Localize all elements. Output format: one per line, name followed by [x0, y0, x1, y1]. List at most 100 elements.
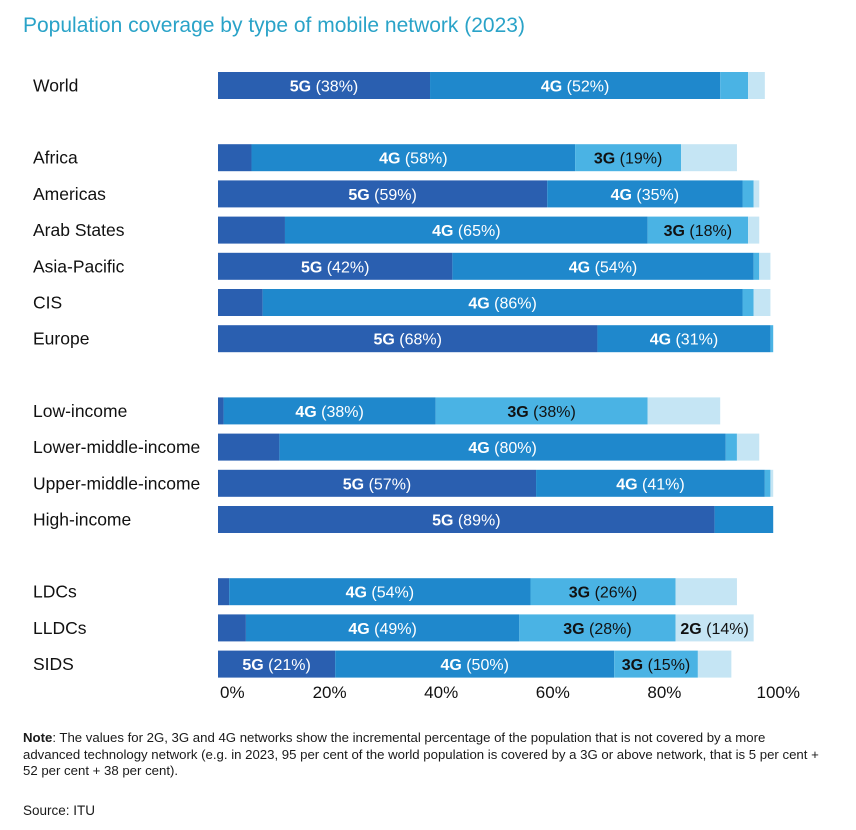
bar-segment-asia-pacific-3g: [753, 252, 760, 280]
bar-segment-lldcs-3g: [519, 614, 676, 642]
bar-segment-europe-4g: [597, 325, 771, 353]
bar-segment-lldcs-5g: [218, 614, 246, 642]
chart-title: Population coverage by type of mobile ne…: [23, 14, 525, 37]
row-label-africa: Africa: [33, 148, 78, 168]
bar-segment-americas-2g: [753, 180, 760, 208]
bar-segment-lower-middle-income-3g: [725, 433, 737, 461]
bar-segment-arab-states-4g: [284, 216, 648, 244]
bar-segment-arab-states-5g: [218, 216, 285, 244]
data-label-europe-4g: 4G (31%): [650, 332, 718, 349]
bar-segment-world-4g: [430, 72, 721, 99]
row-label-high-income: High-income: [33, 510, 131, 530]
data-label-asia-pacific-4g: 4G (54%): [569, 259, 637, 276]
row-label-upper-middle-income: Upper-middle-income: [33, 473, 200, 493]
data-label-upper-middle-income-5g: 5G (57%): [343, 476, 411, 493]
bar-segment-europe-3g: [770, 325, 774, 353]
bar-segment-cis-2g: [753, 289, 771, 316]
row-label-lower-middle-income: Lower-middle-income: [33, 437, 200, 457]
bar-segment-arab-states-3g: [647, 216, 749, 244]
data-label-europe-5g: 5G (68%): [373, 332, 441, 349]
note-label: Note: [23, 730, 53, 745]
data-label-arab-states-4g: 4G (65%): [432, 223, 500, 240]
row-label-lldcs: LLDCs: [33, 618, 87, 638]
data-label-cis-4g: 4G (86%): [468, 296, 536, 313]
bar-segment-lower-middle-income-2g: [736, 433, 760, 461]
data-label-ldcs-3g: 3G (26%): [569, 585, 637, 602]
row-label-europe: Europe: [33, 329, 89, 349]
data-label-upper-middle-income-4g: 4G (41%): [616, 476, 684, 493]
chart-note: Note: The values for 2G, 3G and 4G netwo…: [23, 730, 823, 780]
bar-segment-africa-5g: [218, 144, 252, 172]
row-label-world: World: [33, 76, 78, 96]
x-tick-label: 100%: [757, 683, 800, 702]
bar-segment-ldcs-4g: [229, 578, 531, 606]
data-label-world-5g: 5G (38%): [290, 79, 358, 96]
row-label-asia-pacific: Asia-Pacific: [33, 256, 125, 276]
x-tick-label: 80%: [647, 683, 681, 702]
bar-segment-cis-3g: [742, 289, 754, 316]
data-label-ldcs-4g: 4G (54%): [346, 585, 414, 602]
data-label-sids-5g: 5G (21%): [242, 657, 310, 674]
bar-segment-sids-5g: [218, 650, 336, 678]
data-label-lldcs-2g: 2G (14%): [680, 621, 748, 638]
data-label-world-4g: 4G (52%): [541, 79, 609, 96]
data-label-sids-3g: 3G (15%): [622, 657, 690, 674]
data-label-sids-4g: 4G (50%): [440, 657, 508, 674]
data-label-low-income-4g: 4G (38%): [295, 404, 363, 421]
bar-segment-lower-middle-income-5g: [218, 433, 280, 461]
note-text: : The values for 2G, 3G and 4G networks …: [23, 730, 819, 778]
row-label-arab-states: Arab States: [33, 220, 125, 240]
bar-segment-asia-pacific-5g: [218, 252, 453, 280]
bar-segment-sids-2g: [697, 650, 732, 678]
data-label-americas-4g: 4G (35%): [611, 187, 679, 204]
bar-segment-arab-states-2g: [748, 216, 760, 244]
data-label-low-income-3g: 3G (38%): [507, 404, 575, 421]
bar-segment-ldcs-2g: [675, 578, 737, 606]
data-label-arab-states-3g: 3G (18%): [664, 223, 732, 240]
bar-segment-sids-4g: [335, 650, 615, 678]
bar-segment-world-5g: [218, 72, 431, 99]
row-label-cis: CIS: [33, 293, 62, 313]
bar-segment-upper-middle-income-3g: [764, 469, 771, 497]
stacked-bar-chart: World 5G (38%) 4G (52%) Africa 4G (58%) 3G (1…: [33, 72, 800, 702]
bar-segment-americas-5g: [218, 180, 548, 208]
bar-segment-low-income-5g: [218, 397, 224, 425]
data-label-asia-pacific-5g: 5G (42%): [301, 259, 369, 276]
bar-segment-lldcs-4g: [245, 614, 520, 642]
bar-segment-africa-2g: [681, 144, 737, 172]
bar-segment-low-income-4g: [223, 397, 436, 425]
bar-segment-asia-pacific-4g: [452, 252, 754, 280]
data-label-lldcs-4g: 4G (49%): [348, 621, 416, 638]
data-label-high-income-5g: 5G (89%): [432, 513, 500, 530]
bar-segment-europe-5g: [218, 325, 598, 353]
chart-source: Source: ITU: [23, 803, 96, 818]
bar-segment-asia-pacific-2g: [759, 252, 771, 280]
x-tick-label: 60%: [536, 683, 570, 702]
bar-segment-lldcs-2g: [675, 614, 754, 642]
bar-segment-africa-3g: [575, 144, 682, 172]
bar-segment-high-income-4g: [714, 506, 774, 533]
data-label-americas-5g: 5G (59%): [348, 187, 416, 204]
bar-segment-high-income-5g: [218, 506, 715, 533]
bar-segment-cis-4g: [262, 289, 743, 316]
bar-segment-upper-middle-income-4g: [536, 469, 765, 497]
x-tick-label: 40%: [424, 683, 458, 702]
bar-segment-africa-4g: [251, 144, 576, 172]
data-label-africa-4g: 4G (58%): [379, 151, 447, 168]
bar-segment-world-3g: [720, 72, 749, 99]
bar-segment-ldcs-5g: [218, 578, 230, 606]
row-label-low-income: Low-income: [33, 401, 127, 421]
bar-segment-americas-3g: [742, 180, 754, 208]
row-label-ldcs: LDCs: [33, 582, 77, 602]
data-label-lower-middle-income-4g: 4G (80%): [468, 440, 536, 457]
bar-segment-cis-5g: [218, 289, 263, 316]
bar-segment-world-2g: [748, 72, 765, 99]
x-tick-label: 20%: [313, 683, 347, 702]
bar-segment-lower-middle-income-4g: [279, 433, 726, 461]
bar-segment-upper-middle-income-2g: [770, 469, 774, 497]
data-label-lldcs-3g: 3G (28%): [563, 621, 631, 638]
data-label-africa-3g: 3G (19%): [594, 151, 662, 168]
bar-segment-low-income-2g: [647, 397, 721, 425]
bar-segment-upper-middle-income-5g: [218, 469, 537, 497]
row-label-sids: SIDS: [33, 654, 74, 674]
